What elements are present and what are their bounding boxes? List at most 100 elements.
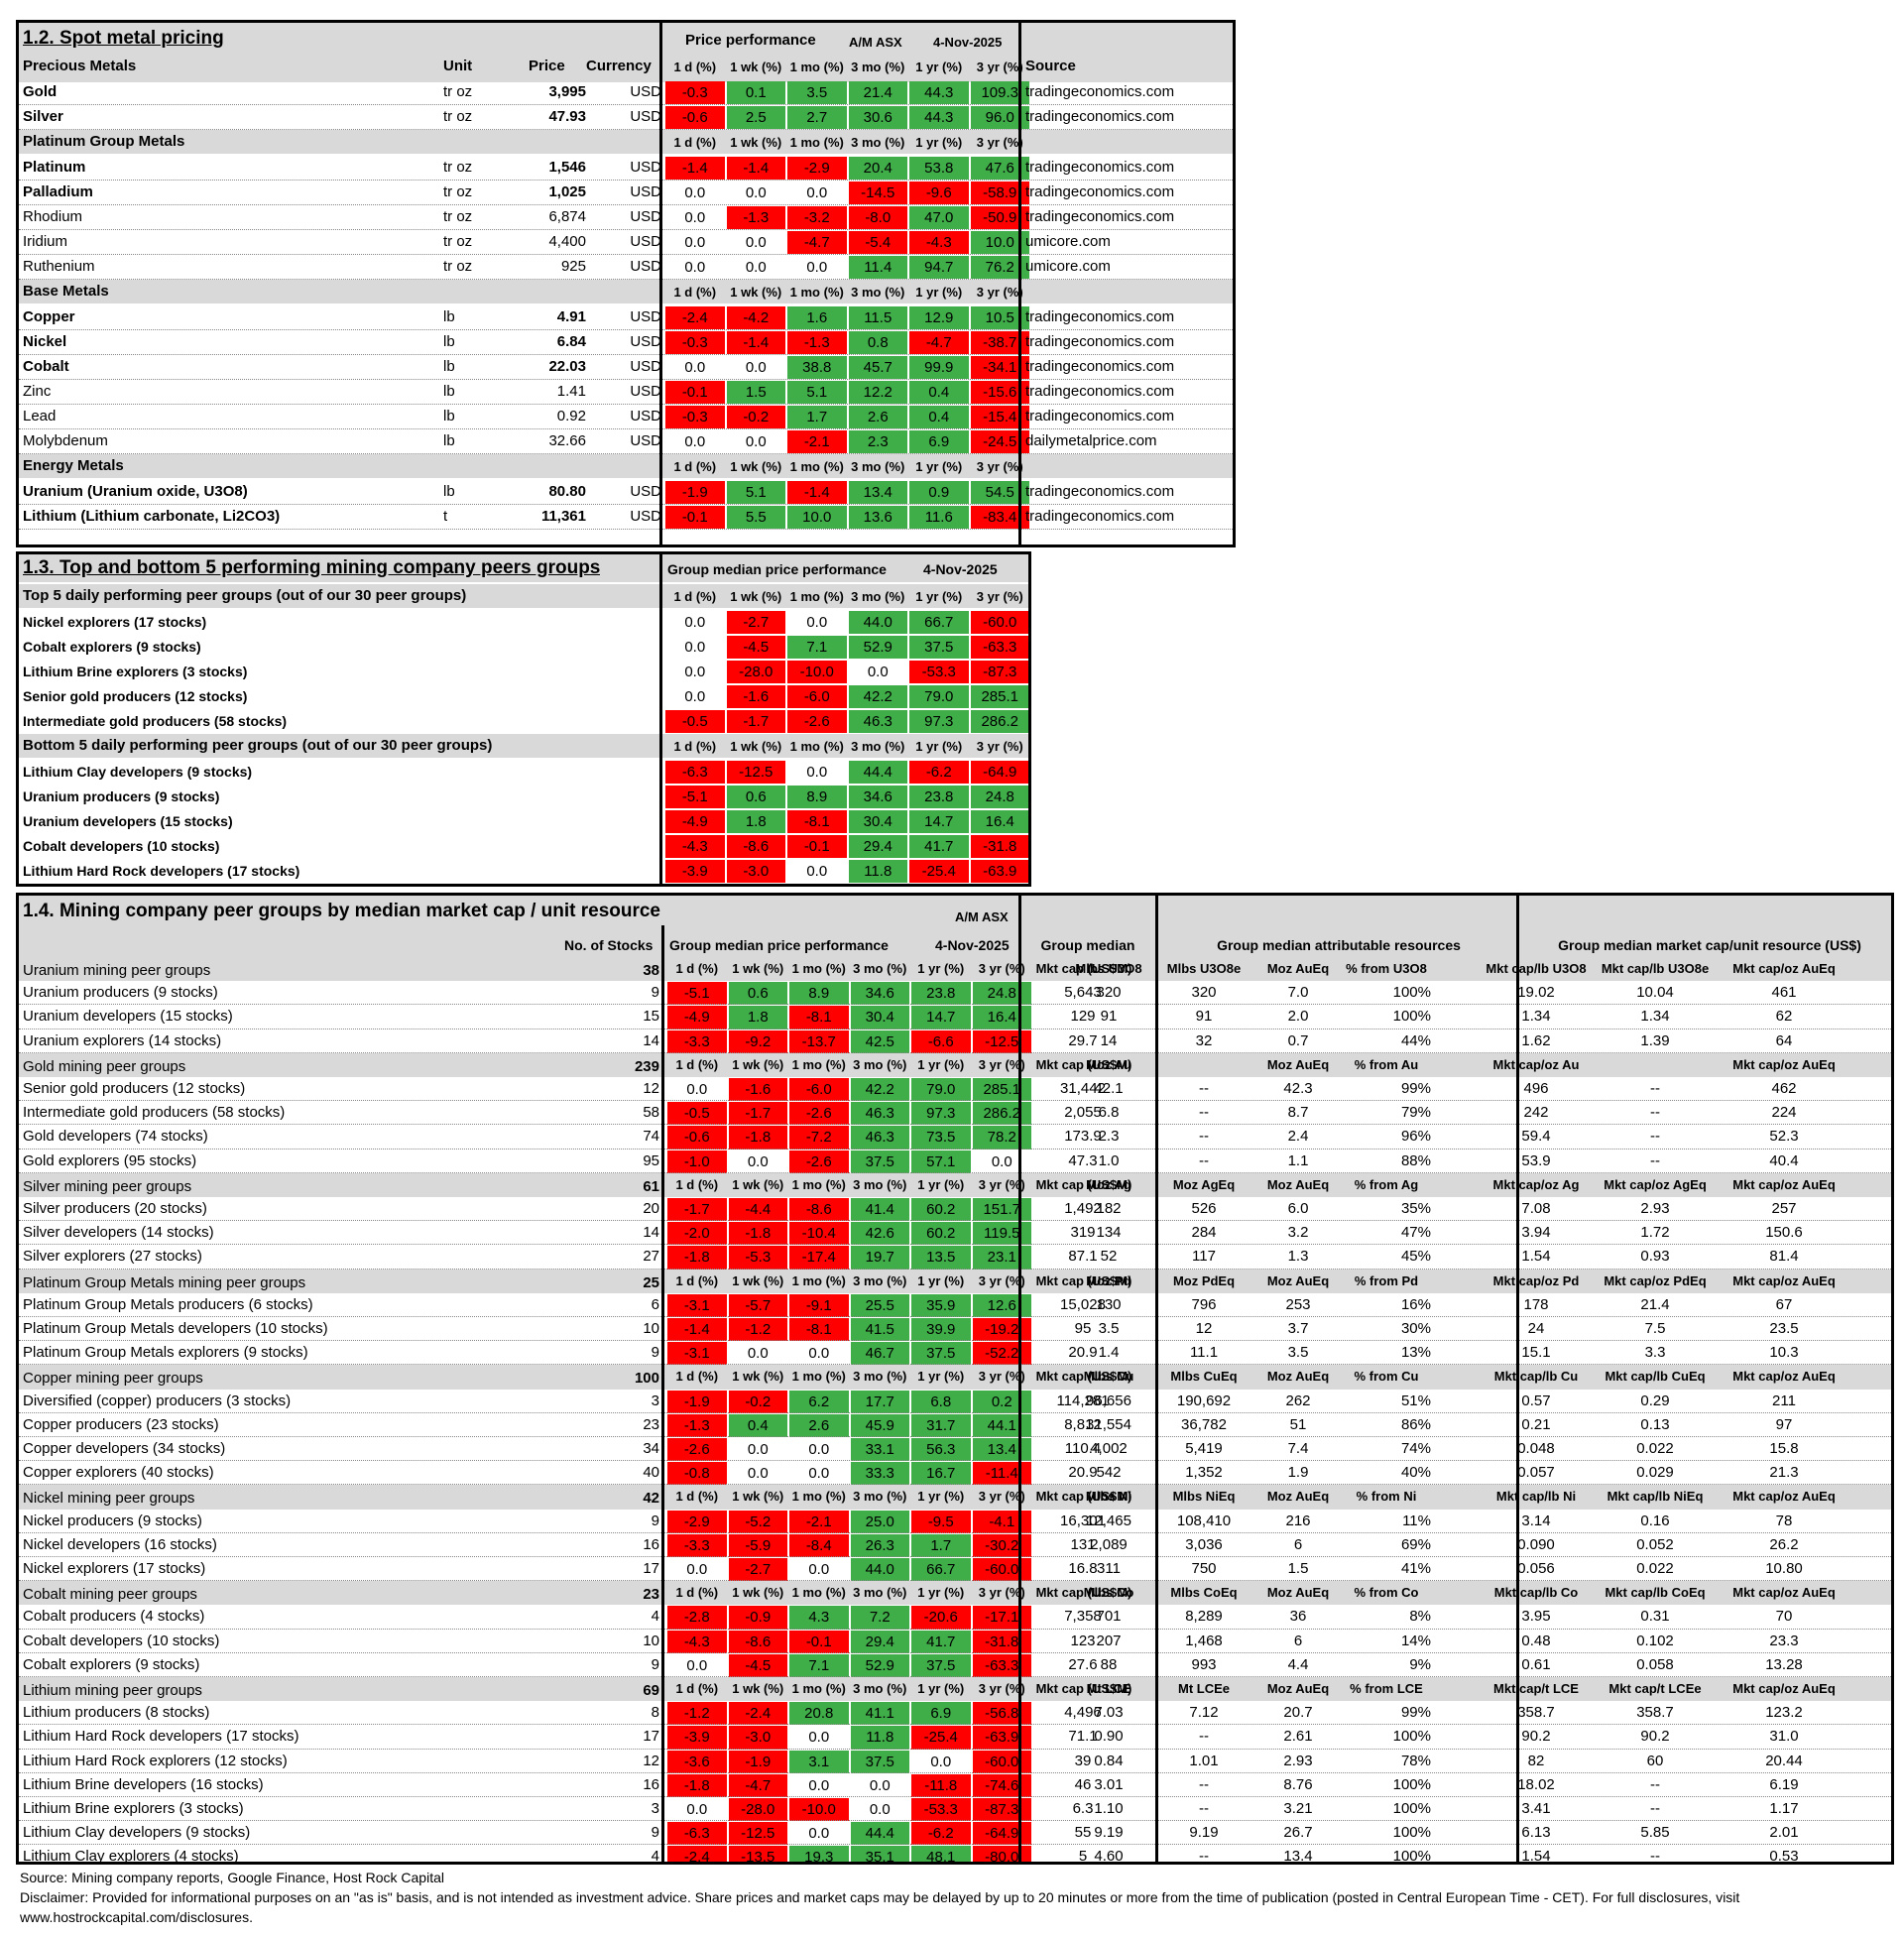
resource-value: 1.01	[1189, 1752, 1219, 1769]
perf-cell: -8.6	[728, 1630, 787, 1653]
peer-group-name: Lithium Hard Rock developers (17 stocks)	[23, 1728, 299, 1746]
mktcap-unit-value: 59.4	[1521, 1128, 1551, 1146]
resource-value: 31,554	[1086, 1415, 1131, 1433]
perf-cell: 0.0	[745, 433, 767, 450]
price: 1.41	[556, 383, 586, 400]
peer-group-name: Copper developers (34 stocks)	[23, 1440, 226, 1457]
resource-value: 701	[1096, 1608, 1122, 1626]
perf-header: 1 d (%)	[675, 1369, 719, 1385]
column-header: Source	[1025, 58, 1076, 74]
col-header: Mkt cap/lb CuEq	[1605, 1369, 1706, 1385]
perf-cell: -0.3	[665, 331, 725, 354]
perf-cell: 10.0	[787, 506, 847, 529]
stock-count: 17	[643, 1560, 659, 1577]
metal-name: Ruthenium	[23, 258, 95, 275]
perf-cell: 0.0	[684, 259, 706, 276]
perf-cell: 1.7	[911, 1533, 971, 1557]
divider-mktcap-unit	[1516, 896, 1519, 1862]
col-header: Mlbs Co	[1083, 1585, 1134, 1601]
mktcap-unit-value: 0.057	[1517, 1464, 1555, 1482]
mktcap-unit-value: 0.056	[1517, 1560, 1555, 1577]
perf-cell: -9.1	[789, 1293, 849, 1317]
resource-value: 4.60	[1094, 1848, 1124, 1865]
perf-cell: 0.0	[684, 234, 706, 251]
perf-cell: 79.0	[909, 685, 969, 708]
perf-cell: -6.6	[911, 1029, 971, 1053]
peer-group-name: Silver explorers (27 stocks)	[23, 1248, 202, 1266]
mktcap-unit-value: --	[1650, 1128, 1660, 1146]
perf-cell: 30.4	[848, 810, 907, 833]
perf-cell: -1.4	[726, 331, 785, 354]
row-divider	[19, 1436, 1891, 1437]
perf-cell: 0.2	[972, 1390, 1031, 1413]
stock-count: 9	[651, 1512, 659, 1529]
mktcap-unit-value: 78	[1775, 1512, 1793, 1529]
unit: lb	[443, 408, 455, 424]
perf-cell: 39.9	[911, 1318, 971, 1342]
row-divider	[19, 1268, 1891, 1270]
perf-header: 3 yr (%)	[978, 1272, 1025, 1288]
perf-cell: -4.2	[726, 306, 785, 329]
resource-value: 42.1	[1094, 1080, 1124, 1097]
perf-cell: -63.3	[970, 636, 1028, 659]
perf-header: 1 mo (%)	[791, 1585, 846, 1601]
perf-cell: 23.1	[972, 1246, 1031, 1270]
perf-cell: 2.3	[848, 430, 907, 453]
mktcap-unit-value: 1.54	[1521, 1848, 1551, 1865]
perf-cell: 25.0	[850, 1510, 909, 1533]
group-mktcap: 20.9	[1068, 1464, 1098, 1482]
resource-value: 320	[1096, 984, 1122, 1002]
perf-cell: -56.8	[972, 1702, 1031, 1726]
peer-group-name: Copper producers (23 stocks)	[23, 1415, 219, 1433]
mktcap-unit-value: 82	[1527, 1752, 1545, 1769]
mktcap-unit-value: 21.3	[1769, 1464, 1799, 1482]
perf-cell: 60.2	[911, 1198, 971, 1222]
resource-value: 796	[1191, 1295, 1217, 1313]
perf-cell: -3.0	[726, 860, 785, 883]
perf-cell: 0.0	[684, 664, 706, 680]
perf-cell: -1.6	[728, 1078, 787, 1102]
group-header-band	[19, 734, 1028, 758]
perf-cell: -14.5	[848, 182, 907, 204]
resource-value: 91	[1100, 1008, 1118, 1026]
col-header: Moz AuEq	[1266, 1176, 1330, 1192]
mktcap-unit-value: 211	[1772, 1392, 1796, 1409]
col-header: Mkt cap/oz PdEq	[1604, 1272, 1707, 1288]
perf-header: 3 yr (%)	[976, 739, 1023, 754]
perf-header: 1 d (%)	[675, 1272, 719, 1288]
resource-value: --	[1199, 1080, 1209, 1097]
perf-cell: 44.0	[850, 1558, 909, 1582]
column-header: Unit	[443, 58, 473, 74]
row-divider	[19, 1796, 1891, 1797]
mktcap-unit-value: 242	[1523, 1104, 1549, 1122]
row-divider	[19, 1748, 1891, 1750]
perf-cell: 13.4	[972, 1438, 1031, 1462]
mktcap-unit-value: 1.17	[1769, 1800, 1799, 1817]
peer-group-name: Lithium producers (8 stocks)	[23, 1704, 210, 1722]
mktcap-unit-value: --	[1650, 1104, 1660, 1122]
perf-cell: -5.3	[728, 1246, 787, 1270]
resource-value: 36,782	[1181, 1415, 1227, 1433]
resource-value: 3.21	[1283, 1800, 1313, 1817]
resource-pct: 100%	[1392, 1775, 1431, 1793]
resource-pct: 69%	[1400, 1535, 1431, 1553]
section-title: 1.4. Mining company peer groups by media…	[23, 901, 661, 921]
resource-value: 253	[1285, 1295, 1311, 1313]
row-divider	[19, 229, 1233, 230]
group-mktcap: 31,442	[1060, 1080, 1106, 1097]
col-header: Mkt cap/oz AuEq	[1732, 1489, 1836, 1505]
resource-pct: 11%	[1402, 1512, 1431, 1529]
row-divider	[19, 279, 1233, 280]
peer-group-name: Nickel explorers (17 stocks)	[23, 1560, 206, 1577]
peer-group-name: Senior gold producers (12 stocks)	[23, 688, 248, 704]
perf-cell: 0.0	[747, 1465, 769, 1483]
col-header: % from U3O8	[1346, 961, 1427, 976]
perf-header: 3 mo (%)	[853, 1489, 907, 1505]
perf-cell: 0.0	[686, 1561, 708, 1578]
perf-cell: 41.4	[850, 1198, 909, 1222]
mktcap-unit-value: 60	[1646, 1752, 1664, 1769]
perf-cell: 286.2	[970, 710, 1028, 733]
perf-header: 1 mo (%)	[791, 1056, 846, 1072]
perf-cell: 44.3	[909, 81, 969, 104]
perf-cell: -4.7	[787, 231, 847, 254]
